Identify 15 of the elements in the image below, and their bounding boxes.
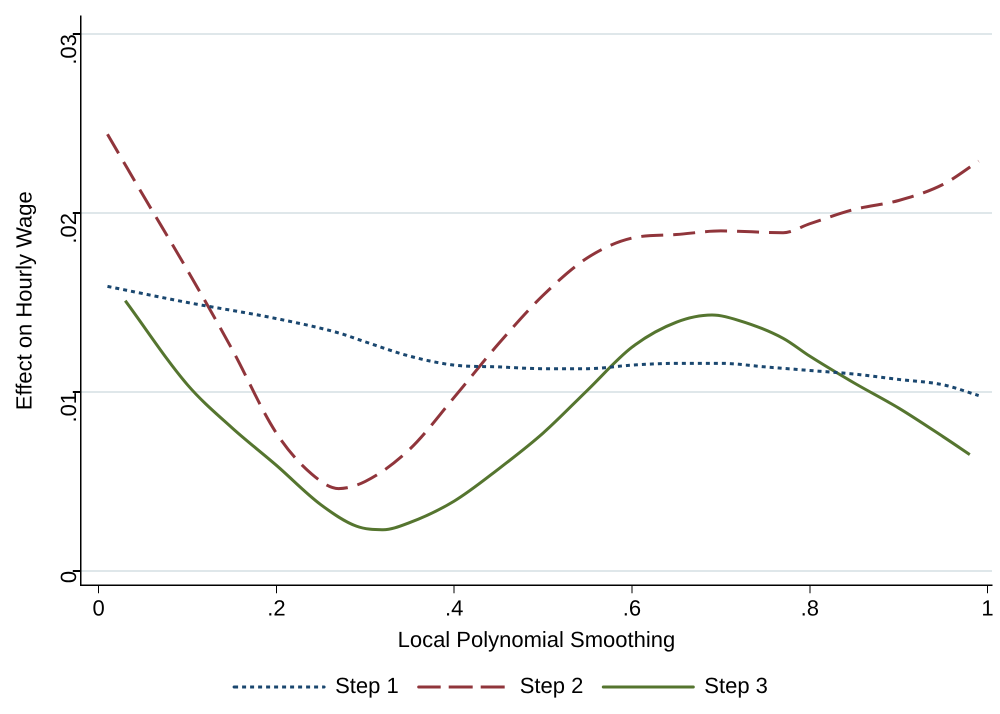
x-axis-title: Local Polynomial Smoothing [398, 626, 676, 652]
legend-label: Step 3 [704, 673, 768, 698]
y-tick-label: .02 [56, 213, 81, 244]
y-axis-title: Effect on Hourly Wage [11, 191, 36, 410]
x-tick-label: .8 [800, 595, 819, 620]
x-tick-label: .2 [267, 595, 286, 620]
x-tick-label: 0 [92, 595, 105, 620]
y-tick-label: .01 [56, 392, 81, 423]
y-tick-label: 0 [56, 570, 81, 584]
x-tick-label: 1 [981, 595, 994, 620]
legend-label: Step 2 [520, 673, 584, 698]
y-tick-label: .03 [56, 34, 81, 65]
x-tick-label: .6 [622, 595, 642, 620]
x-tick-label: .4 [444, 595, 464, 620]
legend-label: Step 1 [335, 673, 399, 698]
